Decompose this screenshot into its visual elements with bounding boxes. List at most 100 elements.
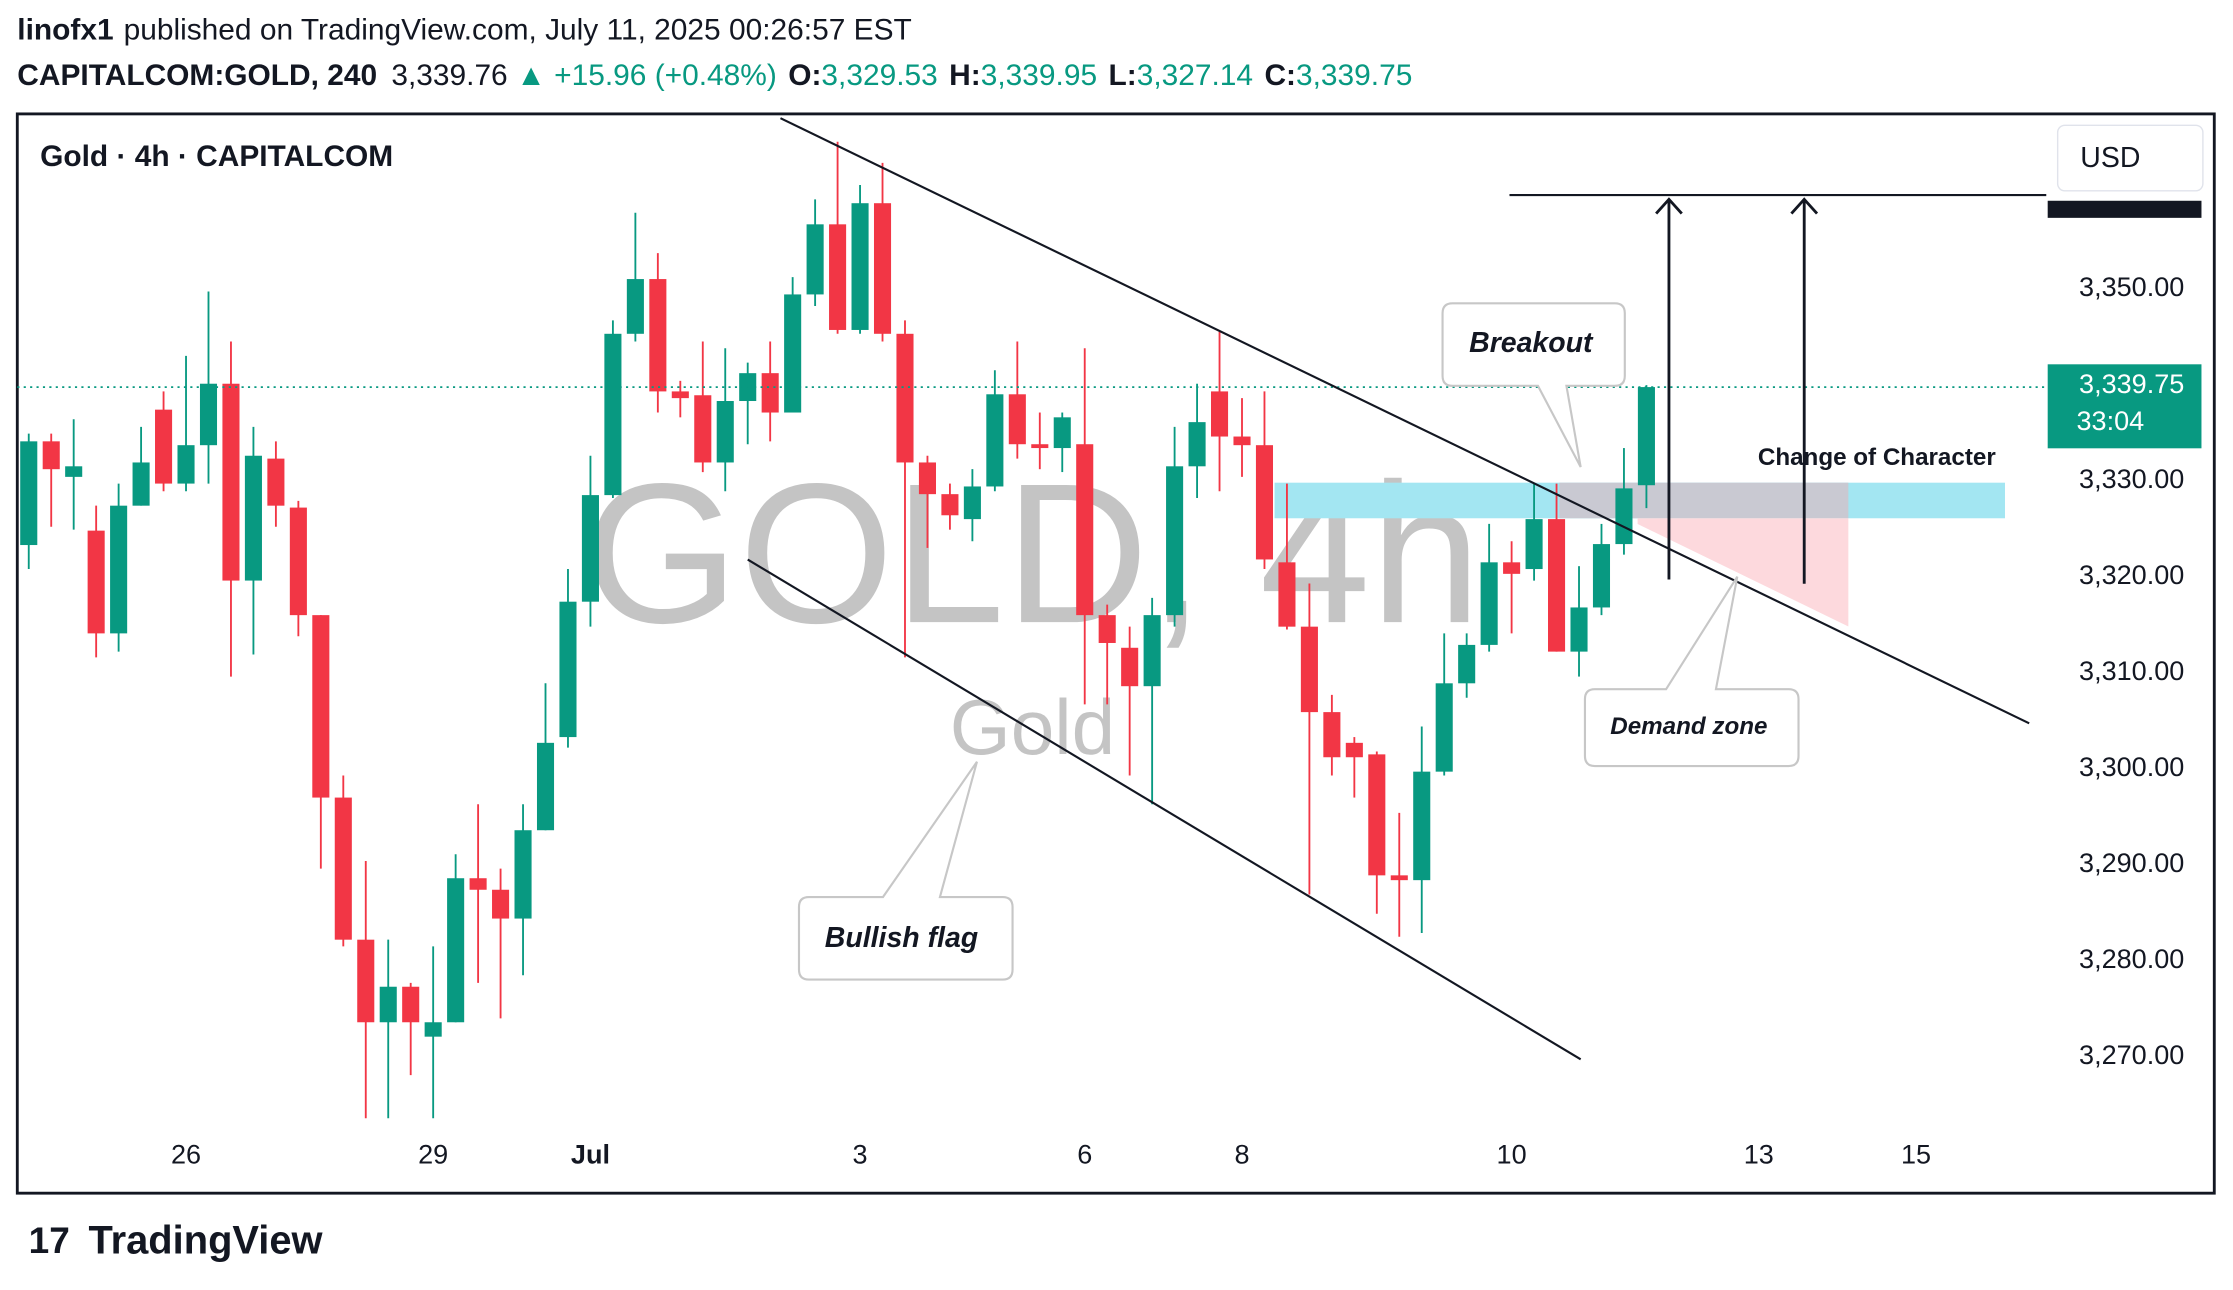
candle-body — [469, 878, 487, 890]
candle-body — [806, 224, 824, 295]
y-tick-label: 3,290.00 — [2079, 848, 2184, 878]
y-tick-label: 3,310.00 — [2079, 656, 2184, 686]
candle-body — [1570, 607, 1588, 652]
candle-body — [1233, 436, 1251, 446]
y-tick-label: 3,270.00 — [2079, 1040, 2184, 1070]
candle-body — [379, 986, 397, 1023]
candle-body — [1210, 391, 1229, 437]
user: linofx1 — [17, 13, 113, 46]
candle-body — [986, 394, 1004, 487]
trendline-upper — [780, 117, 2030, 725]
candle-body — [581, 495, 599, 602]
y-tick-label: 3,330.00 — [2079, 464, 2184, 494]
ohlc-key: C: — [1264, 59, 1296, 92]
candle-body — [312, 615, 330, 798]
x-tick-label: 3 — [853, 1139, 868, 1169]
y-tick-label: 3,320.00 — [2079, 560, 2184, 590]
candle-body — [1503, 562, 1521, 574]
watermark: GOLD, 4h — [584, 443, 1481, 665]
callout-flag — [797, 761, 1014, 981]
candle-body — [1592, 544, 1611, 608]
candle-body — [1435, 683, 1453, 772]
candle-body — [514, 830, 532, 919]
candle-body — [1008, 394, 1026, 445]
countdown: 33:04 — [2076, 406, 2144, 436]
candle-body — [1480, 562, 1498, 645]
brand: TradingView — [88, 1219, 323, 1263]
candle-body — [1188, 422, 1206, 467]
annotation: Breakout — [1469, 327, 1594, 359]
candle-body — [626, 279, 644, 334]
candle-body — [132, 462, 150, 506]
published: published on TradingView.com, July 11, 2… — [124, 13, 912, 46]
price: 3,339.76 — [391, 59, 507, 92]
trendline-lower — [747, 558, 1582, 1061]
symbol: CAPITALCOM:GOLD, 240 — [17, 59, 377, 92]
candle-body — [604, 333, 622, 496]
candle-body — [289, 507, 307, 616]
candle-body — [1031, 444, 1049, 449]
demand-zone — [1637, 518, 1849, 627]
candle-body — [334, 797, 352, 940]
annotation: Demand zone — [1610, 713, 1767, 740]
candle-body — [20, 441, 38, 546]
x-tick-label: 26 — [171, 1139, 201, 1169]
candle-body — [87, 530, 105, 634]
candle-body — [1548, 519, 1566, 652]
arrows — [1655, 197, 1819, 584]
y-tick-label: 3,280.00 — [2079, 944, 2184, 974]
last-price-box — [2047, 364, 2202, 449]
candle-body — [1525, 519, 1543, 570]
candle-body — [177, 445, 195, 484]
candle-body — [694, 395, 712, 463]
ohlc-key: L: — [1108, 59, 1136, 92]
y-tick-label: 3,300.00 — [2079, 752, 2184, 782]
y-tick-label: 3,350.00 — [2079, 272, 2184, 302]
ohlc-value: 3,329.53 — [821, 59, 937, 92]
legend-title: Gold · 4h · CAPITALCOM — [40, 140, 393, 173]
candle-body — [873, 203, 892, 334]
candle-body — [941, 494, 959, 516]
callout-demand — [1583, 576, 1800, 768]
zone-gray — [1559, 482, 1849, 519]
candle-body — [1323, 712, 1341, 758]
candle-body — [1300, 626, 1318, 713]
candle-body — [896, 333, 914, 463]
candle-body — [918, 462, 936, 495]
currency-button[interactable] — [2056, 124, 2204, 192]
publish-line: linofx1 published on TradingView.com, Jul… — [17, 13, 911, 46]
ohlc-value: 3,339.95 — [981, 59, 1097, 92]
price-axis: 3,270.00 3,280.00 3,290.00 3,300.00 3,310.00… — [171, 272, 2202, 1169]
candle-body — [649, 279, 667, 392]
candle-body — [1345, 742, 1363, 758]
candle-body — [222, 383, 240, 581]
candle-body — [1413, 771, 1431, 881]
candle-body — [1255, 445, 1274, 560]
candle-body — [1076, 444, 1094, 616]
candle-body — [1458, 644, 1476, 684]
change: ▲ +15.96 (+0.48%) — [516, 59, 777, 92]
x-tick-label: Jul — [571, 1139, 610, 1169]
candle-body — [1053, 417, 1071, 449]
ohlc-value: 3,327.14 — [1137, 59, 1253, 92]
candle-body — [963, 486, 981, 520]
candle-body — [536, 742, 555, 831]
candle-body — [492, 889, 510, 919]
candle-body — [155, 409, 173, 484]
annotation: Bullish flag — [825, 922, 978, 954]
candle-body — [65, 466, 83, 477]
candle-body — [447, 878, 465, 1023]
candle-body — [1637, 387, 1655, 486]
ohlc-value: 3,339.75 — [1296, 59, 1412, 92]
candle-body — [1368, 754, 1386, 876]
candle-body — [1166, 466, 1184, 616]
candle-body — [1615, 488, 1633, 545]
x-tick-label: 8 — [1234, 1139, 1249, 1169]
candle-body — [716, 401, 734, 463]
currency[interactable]: USD — [2080, 142, 2140, 174]
candle-body — [1143, 615, 1161, 687]
clipped-label — [2047, 200, 2202, 218]
callout-breakout — [1441, 302, 1626, 468]
candle-body — [402, 986, 420, 1023]
marks — [17, 141, 2048, 1119]
